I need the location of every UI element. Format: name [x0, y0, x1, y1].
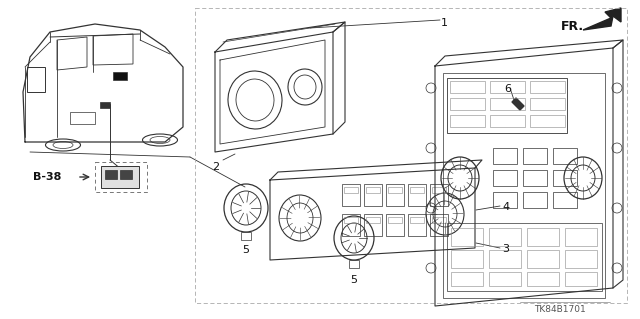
- Bar: [493, 170, 517, 186]
- Bar: [565, 272, 597, 286]
- Bar: [342, 184, 360, 206]
- Bar: [489, 228, 521, 246]
- Bar: [489, 250, 521, 268]
- Bar: [450, 98, 485, 110]
- Text: 5: 5: [351, 275, 358, 285]
- Bar: [553, 148, 577, 164]
- Bar: [530, 115, 565, 127]
- Bar: [386, 214, 404, 236]
- Text: 2: 2: [212, 162, 219, 172]
- Bar: [95, 162, 147, 192]
- Bar: [344, 187, 358, 193]
- Bar: [527, 228, 559, 246]
- Bar: [342, 214, 360, 236]
- Text: 3: 3: [502, 244, 509, 254]
- Bar: [565, 228, 597, 246]
- Bar: [105, 170, 117, 179]
- Bar: [349, 260, 359, 268]
- Bar: [553, 192, 577, 208]
- Bar: [450, 81, 485, 93]
- Bar: [523, 192, 547, 208]
- Bar: [241, 232, 251, 240]
- Text: TK84B1701: TK84B1701: [534, 305, 586, 314]
- Bar: [530, 81, 565, 93]
- Text: 4: 4: [502, 202, 509, 212]
- Bar: [530, 98, 565, 110]
- Bar: [388, 187, 402, 193]
- Bar: [565, 250, 597, 268]
- Text: 1: 1: [441, 18, 448, 28]
- Bar: [366, 217, 380, 223]
- Bar: [432, 217, 446, 223]
- Bar: [493, 192, 517, 208]
- Bar: [430, 214, 448, 236]
- Bar: [70, 112, 95, 124]
- Bar: [364, 184, 382, 206]
- Polygon shape: [583, 8, 621, 30]
- Bar: [410, 217, 424, 223]
- Bar: [195, 8, 627, 303]
- Text: 6: 6: [504, 84, 511, 94]
- Text: 5: 5: [243, 245, 250, 255]
- Bar: [490, 81, 525, 93]
- Bar: [410, 187, 424, 193]
- Bar: [489, 272, 521, 286]
- Bar: [344, 217, 358, 223]
- Bar: [493, 148, 517, 164]
- Bar: [100, 102, 110, 108]
- Bar: [523, 170, 547, 186]
- Bar: [101, 166, 139, 188]
- Text: FR.: FR.: [561, 19, 584, 33]
- Bar: [430, 184, 448, 206]
- Bar: [527, 250, 559, 268]
- Bar: [447, 78, 567, 133]
- Bar: [451, 228, 483, 246]
- Bar: [432, 187, 446, 193]
- Bar: [443, 73, 605, 298]
- Bar: [388, 217, 402, 223]
- Bar: [408, 184, 426, 206]
- Bar: [451, 250, 483, 268]
- Bar: [364, 214, 382, 236]
- Bar: [447, 223, 602, 291]
- Bar: [386, 184, 404, 206]
- Bar: [113, 72, 127, 80]
- Bar: [27, 67, 45, 92]
- Bar: [527, 272, 559, 286]
- Bar: [490, 115, 525, 127]
- Bar: [408, 214, 426, 236]
- Bar: [120, 170, 132, 179]
- Bar: [523, 148, 547, 164]
- Bar: [553, 170, 577, 186]
- Bar: [490, 98, 525, 110]
- Bar: [450, 115, 485, 127]
- Polygon shape: [512, 98, 524, 110]
- Text: B-38: B-38: [33, 172, 61, 182]
- Bar: [451, 272, 483, 286]
- Bar: [366, 187, 380, 193]
